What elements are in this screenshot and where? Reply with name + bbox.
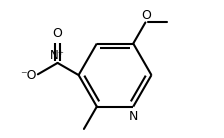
Text: N⁺: N⁺ (50, 49, 65, 62)
Text: ⁻O: ⁻O (20, 69, 36, 82)
Text: N: N (129, 110, 138, 123)
Text: O: O (53, 27, 62, 40)
Text: O: O (141, 9, 151, 22)
